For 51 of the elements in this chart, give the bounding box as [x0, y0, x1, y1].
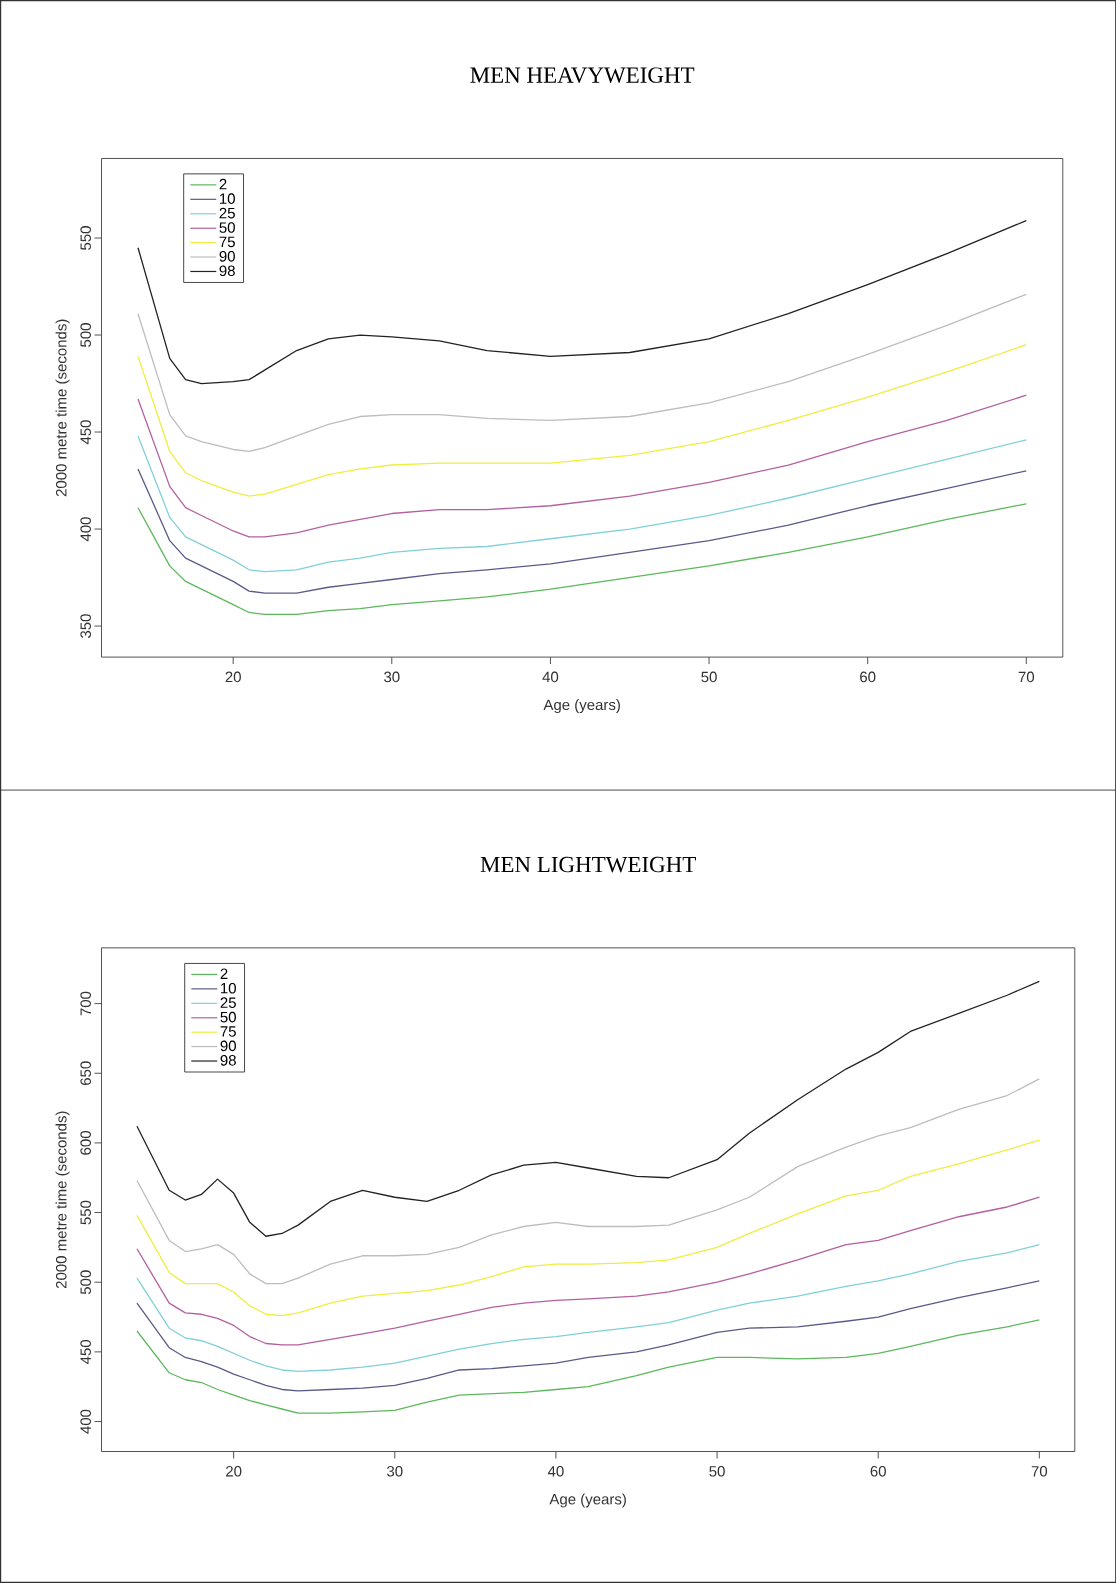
x-tick-label: 50 [709, 1466, 725, 1477]
x-tick-label: 70 [1018, 671, 1034, 683]
x-axis-title: Age (years) [549, 1493, 626, 1508]
legend-label: 50 [219, 222, 235, 233]
legend-label: 2 [220, 968, 228, 979]
y-tick-label: 500 [80, 1270, 91, 1295]
x-tick-label: 40 [542, 671, 558, 683]
x-tick-label: 50 [701, 671, 717, 683]
x-tick-label: 40 [547, 1466, 564, 1477]
legend-label: 10 [220, 982, 236, 994]
legend-label: 25 [219, 207, 235, 219]
chart-title: MEN LIGHTWEIGHT [480, 856, 696, 873]
y-axis-title: 2000 metre time (seconds) [55, 1111, 70, 1289]
line-series [136, 1280, 1040, 1392]
y-tick-label: 400 [80, 517, 91, 542]
y-tick-label: 500 [80, 323, 91, 347]
y-tick-label: 450 [80, 420, 91, 445]
legend-label: 2 [219, 178, 227, 190]
x-tick-label: 60 [870, 1466, 886, 1477]
legend-label: 90 [220, 1040, 236, 1052]
legend-label: 50 [220, 1011, 236, 1023]
line-series [136, 1078, 1040, 1285]
y-tick-label: 700 [80, 991, 91, 1016]
line-series [136, 980, 1040, 1237]
legend-label: 98 [220, 1055, 236, 1066]
x-tick-label: 70 [1031, 1466, 1047, 1477]
chart-title: MEN HEAVYWEIGHT [470, 67, 695, 83]
y-tick-label: 650 [80, 1061, 91, 1085]
y-axis-title: 2000 metre time (seconds) [55, 319, 70, 497]
y-tick-label: 600 [80, 1131, 91, 1155]
y-tick-label: 550 [80, 1200, 91, 1225]
line-series [137, 468, 1027, 594]
line-series [136, 1196, 1040, 1346]
legend-label: 25 [220, 997, 236, 1008]
y-tick-label: 350 [80, 614, 91, 638]
x-tick-label: 30 [386, 1466, 403, 1477]
legend-label: 98 [219, 265, 235, 277]
y-tick-label: 400 [80, 1409, 91, 1434]
x-axis-title: Age (years) [543, 699, 620, 714]
y-tick-label: 450 [80, 1339, 91, 1365]
x-tick-label: 60 [859, 671, 876, 683]
legend-label: 75 [220, 1026, 236, 1037]
legend-label: 90 [219, 251, 235, 262]
legend-label: 10 [219, 193, 235, 204]
x-tick-label: 30 [383, 671, 400, 683]
x-tick-label: 20 [225, 671, 241, 683]
y-tick-label: 550 [80, 226, 91, 250]
line-series [137, 293, 1027, 453]
x-tick-label: 20 [225, 1466, 242, 1477]
legend-label: 75 [219, 236, 235, 248]
line-series [137, 394, 1027, 538]
